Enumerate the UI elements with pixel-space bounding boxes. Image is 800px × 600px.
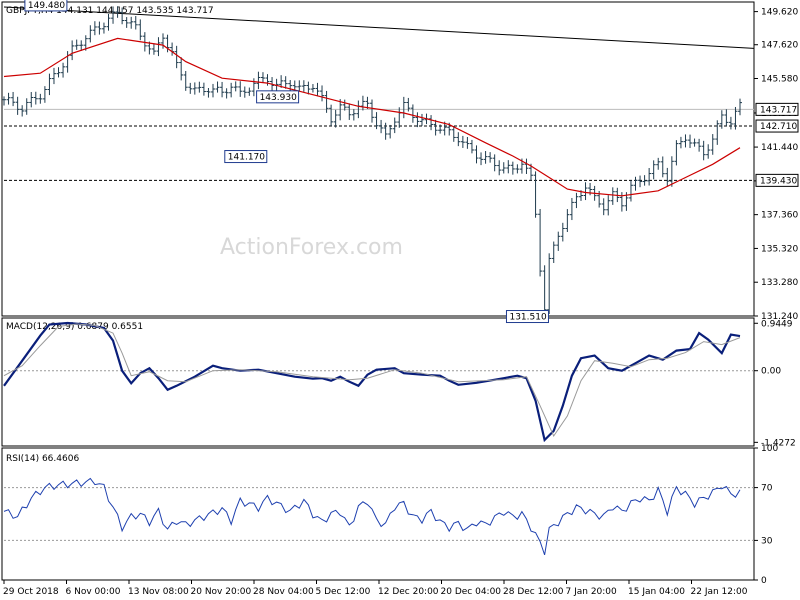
price-annotation: 141.170 [228, 153, 265, 163]
macd-panel [1, 317, 755, 447]
rsi-panel [1, 447, 755, 581]
axis-labels-layer: 149.620147.620145.580143.500141.440139.4… [3, 8, 798, 597]
xtick-label: 15 Jan 04:00 [628, 587, 685, 597]
macd-ytick-label: 0.9449 [761, 319, 793, 329]
price-ytick-label: 135.320 [761, 244, 798, 254]
level-label: 142.710 [760, 122, 797, 132]
level-label: 139.430 [760, 176, 797, 186]
price-ytick-label: 149.620 [761, 8, 798, 18]
xtick-label: 12 Dec 20:00 [378, 587, 439, 597]
macd-ytick-label: -1.4272 [761, 438, 796, 448]
price-header: GBPJPY,H4 144.131 144.157 143.535 143.71… [6, 6, 214, 16]
xtick-label: 28 Nov 04:00 [253, 587, 314, 597]
xtick-label: 5 Dec 12:00 [316, 587, 371, 597]
price-series-layer [2, 6, 755, 316]
rsi-ytick-label: 0 [761, 576, 767, 586]
price-ytick-label: 131.240 [761, 312, 798, 322]
price-ytick-label: 137.360 [761, 211, 798, 221]
price-ytick-label: 133.280 [761, 278, 798, 288]
price-ytick-label: 145.580 [761, 75, 798, 85]
macd-series-layer [3, 321, 741, 443]
xtick-label: 29 Oct 2018 [3, 587, 59, 597]
annotation-layer: 143.717 142.710 139.430 149.480 143.930 141.1… [24, 0, 799, 324]
rsi-ytick-label: 30 [761, 536, 773, 546]
xtick-label: 28 Dec 12:00 [503, 587, 564, 597]
price-annotation-box [224, 150, 268, 164]
rsi-line [3, 477, 741, 556]
xtick-label: 20 Nov 20:00 [191, 587, 252, 597]
level-label-box [755, 102, 799, 116]
moving-average-line [3, 37, 741, 197]
macd-signal-line [3, 323, 741, 438]
watermark: ActionForex.com [220, 235, 403, 260]
rsi-series-layer [3, 477, 741, 556]
price-panel [1, 1, 755, 317]
price-annotation: 149.480 [28, 1, 65, 11]
macd-ytick-label: 0.00 [761, 367, 781, 377]
xtick-label: 22 Jan 12:00 [691, 587, 748, 597]
rsi-ytick-label: 100 [761, 444, 778, 454]
rsi-header: RSI(14) 66.4606 [6, 454, 79, 464]
price-ytick-label: 141.440 [761, 143, 798, 153]
price-annotation: 131.510 [509, 313, 546, 323]
xtick-label: 6 Nov 00:00 [66, 587, 121, 597]
level-label-box [755, 173, 799, 187]
xtick-label: 13 Nov 08:00 [128, 587, 189, 597]
price-annotation-box [505, 310, 549, 324]
rsi-ytick-label: 70 [761, 484, 773, 494]
grid-layer [4, 370, 754, 541]
resistance-trendline [3, 6, 755, 49]
price-annotation-box [256, 90, 300, 104]
price-ytick-label: 147.620 [761, 41, 798, 51]
macd-header: MACD(12,26,9) 0.6879 0.6551 [6, 322, 143, 332]
level-label-box [755, 119, 799, 133]
level-label: 143.717 [760, 105, 797, 115]
macd-main-line [3, 321, 741, 443]
price-annotation: 143.930 [260, 93, 297, 103]
xtick-label: 7 Jan 20:00 [566, 587, 618, 597]
price-annotation-box [24, 0, 68, 12]
xtick-label: 20 Dec 04:00 [441, 587, 502, 597]
